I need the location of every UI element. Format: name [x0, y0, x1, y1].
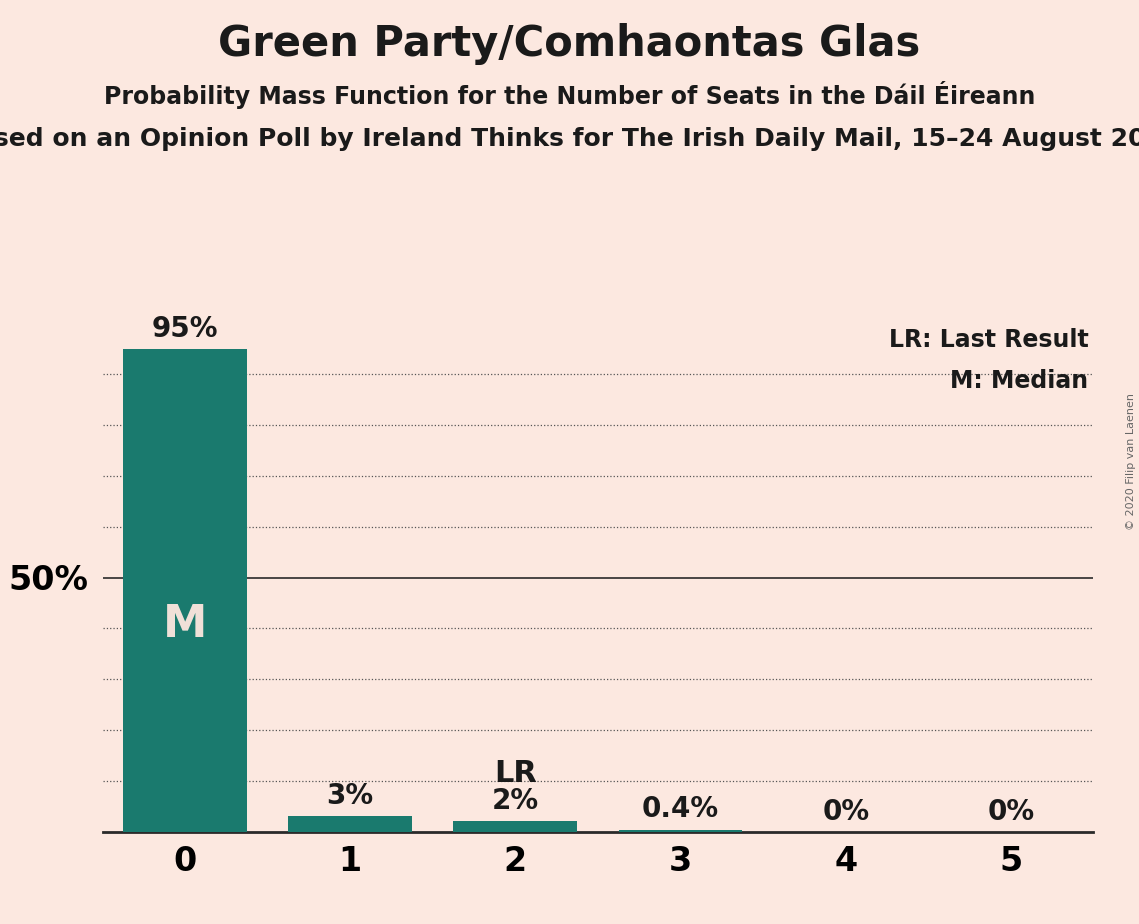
- Bar: [288, 817, 412, 832]
- Text: Probability Mass Function for the Number of Seats in the Dáil Éireann: Probability Mass Function for the Number…: [104, 81, 1035, 109]
- Text: © 2020 Filip van Laenen: © 2020 Filip van Laenen: [1126, 394, 1136, 530]
- Text: M: Median: M: Median: [950, 369, 1089, 393]
- Text: 0.4%: 0.4%: [642, 796, 719, 823]
- Text: 95%: 95%: [151, 315, 219, 343]
- Text: Based on an Opinion Poll by Ireland Thinks for The Irish Daily Mail, 15–24 Augus: Based on an Opinion Poll by Ireland Thin…: [0, 127, 1139, 151]
- Text: 0%: 0%: [822, 797, 869, 825]
- Text: M: M: [163, 602, 207, 646]
- Text: 2%: 2%: [492, 787, 539, 815]
- Bar: [123, 348, 247, 832]
- Text: 0%: 0%: [988, 797, 1034, 825]
- Text: LR: Last Result: LR: Last Result: [888, 328, 1089, 352]
- Text: Green Party/Comhaontas Glas: Green Party/Comhaontas Glas: [219, 23, 920, 65]
- Bar: [453, 821, 577, 832]
- Bar: [618, 830, 743, 832]
- Text: LR: LR: [494, 760, 536, 788]
- Text: 3%: 3%: [327, 783, 374, 810]
